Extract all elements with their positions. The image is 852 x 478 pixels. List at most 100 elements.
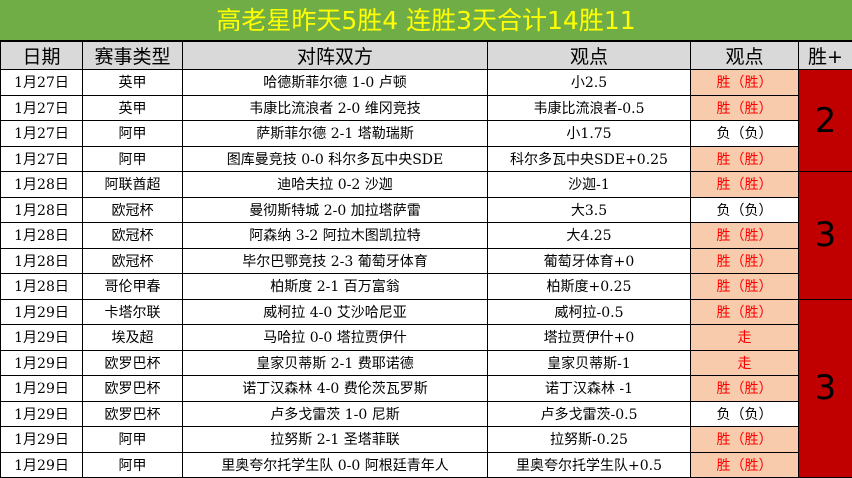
league-cell: 阿甲 [83, 427, 183, 453]
match-cell: 威柯拉 4-0 艾沙哈尼亚 [183, 299, 488, 325]
league-cell: 埃及超 [83, 325, 183, 351]
pick-cell: 里奥夸尔托学生队+0.5 [488, 452, 691, 478]
pick-cell: 威柯拉-0.5 [488, 299, 691, 325]
result-cell: 胜（胜） [691, 172, 799, 198]
header-pick: 观点 [488, 42, 691, 70]
date-cell: 1月28日 [1, 274, 83, 300]
group-wins-cell: 3 [799, 172, 852, 300]
result-cell: 胜（胜） [691, 452, 799, 478]
match-cell: 哈德斯菲尔德 1-0 卢顿 [183, 70, 488, 96]
pick-cell: 大4.25 [488, 223, 691, 249]
league-cell: 欧罗巴杯 [83, 376, 183, 402]
date-cell: 1月29日 [1, 376, 83, 402]
result-cell: 胜（胜） [691, 427, 799, 453]
pick-cell: 沙迦-1 [488, 172, 691, 198]
date-cell: 1月27日 [1, 70, 83, 96]
result-cell: 负（负） [691, 197, 799, 223]
header-result: 观点 [691, 42, 799, 70]
league-cell: 欧罗巴杯 [83, 350, 183, 376]
date-cell: 1月28日 [1, 223, 83, 249]
date-cell: 1月29日 [1, 325, 83, 351]
group-wins-cell: 2 [799, 70, 852, 172]
date-cell: 1月29日 [1, 350, 83, 376]
league-cell: 英甲 [83, 70, 183, 96]
date-cell: 1月27日 [1, 146, 83, 172]
date-cell: 1月28日 [1, 197, 83, 223]
result-cell: 胜（胜） [691, 70, 799, 96]
picks-table: 日期 赛事类型 对阵双方 观点 观点 胜+ 1月27日英甲哈德斯菲尔德 1-0 … [0, 41, 852, 478]
pick-cell: 大3.5 [488, 197, 691, 223]
pick-cell: 诺丁汉森林 -1 [488, 376, 691, 402]
match-cell: 迪哈夫拉 0-2 沙迦 [183, 172, 488, 198]
match-cell: 萨斯菲尔德 2-1 塔勒瑞斯 [183, 121, 488, 147]
league-cell: 阿甲 [83, 452, 183, 478]
league-cell: 英甲 [83, 95, 183, 121]
pick-cell: 小2.5 [488, 70, 691, 96]
match-cell: 曼彻斯特城 2-0 加拉塔萨雷 [183, 197, 488, 223]
result-cell: 胜（胜） [691, 376, 799, 402]
date-cell: 1月29日 [1, 299, 83, 325]
date-cell: 1月28日 [1, 248, 83, 274]
group-wins-cell: 3 [799, 299, 852, 478]
date-cell: 1月27日 [1, 121, 83, 147]
result-cell: 胜（胜） [691, 274, 799, 300]
match-cell: 毕尔巴鄂竞技 2-3 葡萄牙体育 [183, 248, 488, 274]
result-cell: 负（负） [691, 121, 799, 147]
date-cell: 1月27日 [1, 95, 83, 121]
result-cell: 走 [691, 350, 799, 376]
pick-cell: 卢多戈雷茨-0.5 [488, 401, 691, 427]
result-cell: 胜（胜） [691, 248, 799, 274]
result-cell: 胜（胜） [691, 146, 799, 172]
pick-cell: 小1.75 [488, 121, 691, 147]
league-cell: 阿甲 [83, 121, 183, 147]
date-cell: 1月29日 [1, 401, 83, 427]
pick-cell: 皇家贝蒂斯-1 [488, 350, 691, 376]
league-cell: 欧冠杯 [83, 197, 183, 223]
pick-cell: 柏斯度+0.25 [488, 274, 691, 300]
league-cell: 阿甲 [83, 146, 183, 172]
result-cell: 胜（胜） [691, 95, 799, 121]
match-cell: 里奥夸尔托学生队 0-0 阿根廷青年人 [183, 452, 488, 478]
pick-cell: 葡萄牙体育+0 [488, 248, 691, 274]
match-cell: 卢多戈雷茨 1-0 尼斯 [183, 401, 488, 427]
result-cell: 负（负） [691, 401, 799, 427]
pick-cell: 塔拉贾伊什+0 [488, 325, 691, 351]
match-cell: 皇家贝蒂斯 2-1 费耶诺德 [183, 350, 488, 376]
league-cell: 哥伦甲春 [83, 274, 183, 300]
pick-cell: 韦康比流浪者-0.5 [488, 95, 691, 121]
league-cell: 卡塔尔联 [83, 299, 183, 325]
match-cell: 柏斯度 2-1 百万富翁 [183, 274, 488, 300]
date-cell: 1月29日 [1, 427, 83, 453]
header-match: 对阵双方 [183, 42, 488, 70]
match-cell: 阿森纳 3-2 阿拉木图凯拉特 [183, 223, 488, 249]
match-cell: 马哈拉 0-0 塔拉贾伊什 [183, 325, 488, 351]
match-cell: 韦康比流浪者 2-0 维冈竞技 [183, 95, 488, 121]
result-cell: 走 [691, 325, 799, 351]
pick-cell: 科尔多瓦中央SDE+0.25 [488, 146, 691, 172]
header-row: 日期 赛事类型 对阵双方 观点 观点 胜+ [1, 42, 852, 70]
league-cell: 欧罗巴杯 [83, 401, 183, 427]
result-cell: 胜（胜） [691, 223, 799, 249]
result-cell: 胜（胜） [691, 299, 799, 325]
league-cell: 欧冠杯 [83, 223, 183, 249]
header-date: 日期 [1, 42, 83, 70]
match-cell: 拉努斯 2-1 圣塔菲联 [183, 427, 488, 453]
match-cell: 图库曼竞技 0-0 科尔多瓦中央SDE [183, 146, 488, 172]
league-cell: 欧冠杯 [83, 248, 183, 274]
match-cell: 诺丁汉森林 4-0 费伦茨瓦罗斯 [183, 376, 488, 402]
